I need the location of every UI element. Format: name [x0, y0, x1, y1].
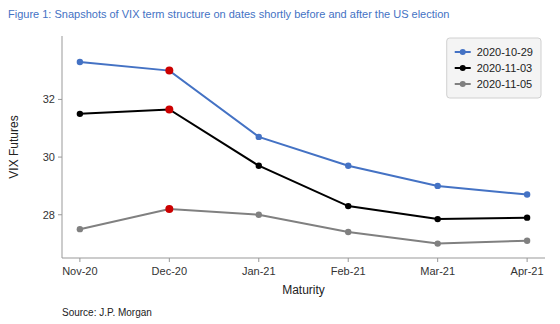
- point: [256, 212, 262, 218]
- y-tick: [58, 99, 62, 100]
- point: [434, 183, 440, 189]
- legend-label: 2020-11-03: [477, 62, 532, 74]
- x-tick-label: Jan-21: [242, 265, 276, 277]
- legend-marker: [460, 81, 466, 87]
- y-axis-line: [62, 36, 63, 258]
- point: [256, 163, 262, 169]
- y-axis-label: VIX Futures: [7, 115, 21, 178]
- x-tick: [348, 258, 349, 262]
- x-tick: [169, 258, 170, 262]
- point: [345, 229, 351, 235]
- series-line: [80, 209, 527, 244]
- point: [165, 106, 173, 114]
- point: [345, 203, 351, 209]
- y-tick-label: 32: [43, 93, 55, 105]
- legend-label: 2020-11-05: [477, 78, 532, 90]
- x-tick: [79, 258, 80, 262]
- point: [256, 134, 262, 140]
- x-tick-label: Feb-21: [331, 265, 366, 277]
- title: Figure 1: Snapshots of VIX term structur…: [8, 8, 449, 20]
- point: [524, 191, 530, 197]
- legend-label: 2020-10-29: [477, 46, 533, 58]
- point: [434, 216, 440, 222]
- point: [524, 238, 530, 244]
- x-tick: [258, 258, 259, 262]
- x-tick: [527, 258, 528, 262]
- legend-marker: [460, 65, 466, 71]
- series-line: [80, 110, 527, 220]
- point: [524, 214, 530, 220]
- legend-marker: [460, 49, 466, 55]
- x-axis-label: Maturity: [282, 283, 325, 297]
- point: [77, 59, 83, 65]
- x-axis-line: [62, 258, 545, 259]
- legend: 2020-10-29 2020-11-03 2020-11-05: [447, 38, 541, 98]
- y-tick-label: 30: [43, 151, 55, 163]
- point: [165, 67, 173, 75]
- chart: Figure 1: Snapshots of VIX term structur…: [0, 0, 560, 324]
- source-note: Source: J.P. Morgan: [62, 307, 152, 318]
- y-tick: [58, 157, 62, 158]
- point: [77, 111, 83, 117]
- y-tick-label: 28: [43, 209, 55, 221]
- point: [77, 226, 83, 232]
- point: [165, 205, 173, 213]
- point: [434, 240, 440, 246]
- plot-area: [77, 59, 531, 247]
- x-tick: [437, 258, 438, 262]
- legend-box: [447, 38, 541, 98]
- y-tick: [58, 214, 62, 215]
- x-tick-label: Dec-20: [152, 265, 187, 277]
- x-tick-label: Nov-20: [62, 265, 97, 277]
- x-tick-label: Mar-21: [420, 265, 455, 277]
- point: [345, 163, 351, 169]
- x-tick-label: Apr-21: [511, 265, 544, 277]
